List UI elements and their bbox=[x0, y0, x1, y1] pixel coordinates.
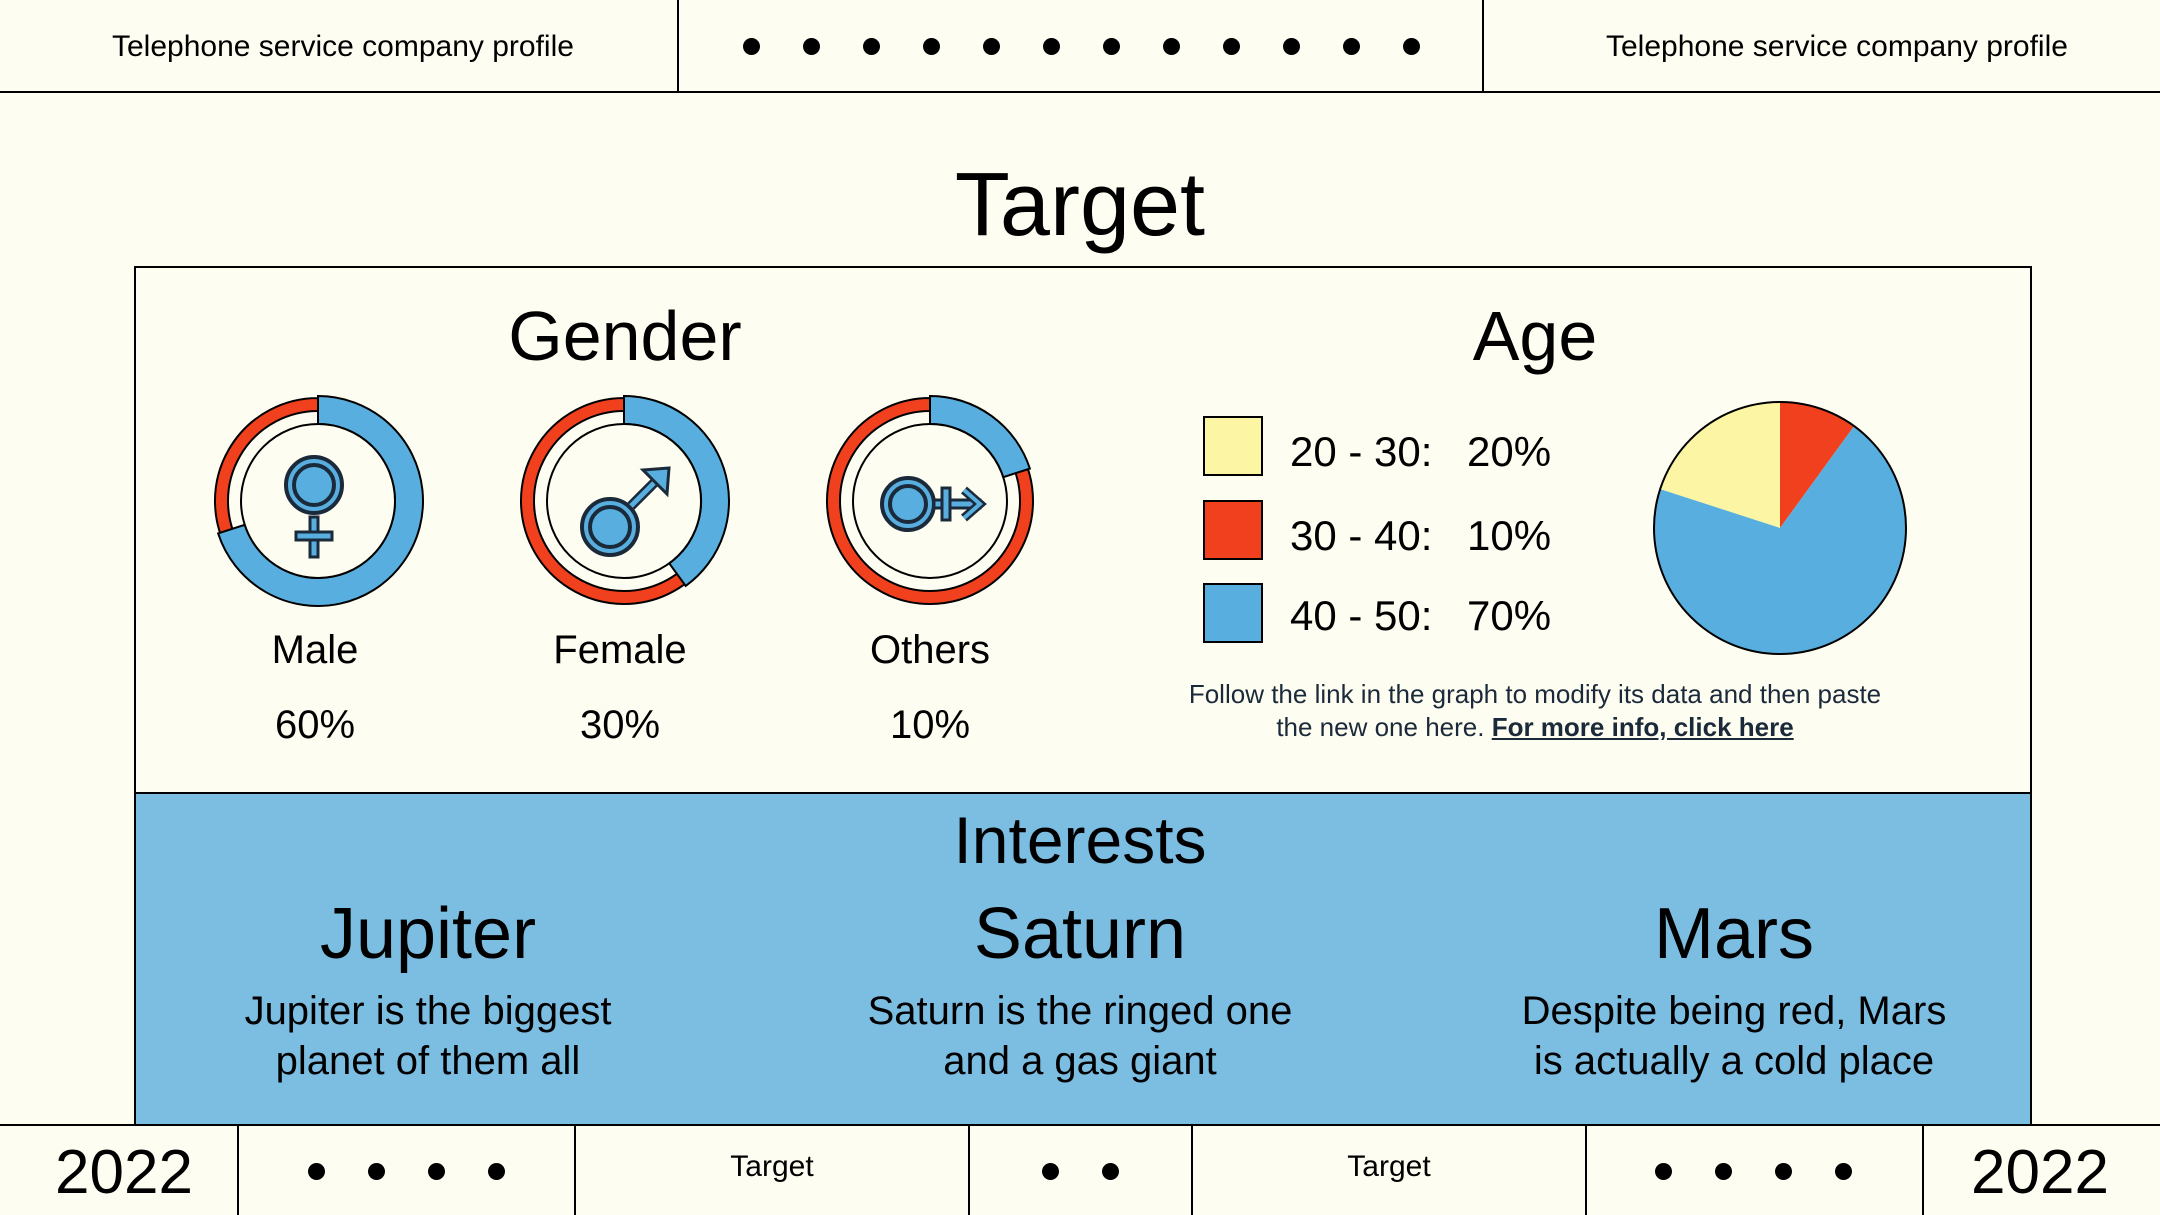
decor-dot bbox=[1163, 38, 1180, 55]
interest-desc-saturn-line2: and a gas giant bbox=[943, 1039, 1217, 1083]
decor-dot bbox=[743, 38, 760, 55]
footer-divider-5 bbox=[1585, 1124, 1587, 1215]
gender-label-others: Others bbox=[869, 628, 991, 672]
decor-dot bbox=[1043, 38, 1060, 55]
decor-dot bbox=[803, 38, 820, 55]
legend-swatch-20-30 bbox=[1203, 416, 1263, 476]
gender-percent-female: 30% bbox=[579, 703, 661, 747]
interest-desc-saturn-line1: Saturn is the ringed one bbox=[867, 989, 1293, 1033]
interests-title: Interests bbox=[953, 803, 1207, 877]
decor-dot bbox=[1283, 38, 1300, 55]
footer-top-border bbox=[0, 1124, 2160, 1126]
more-info-link[interactable]: For more info, click here bbox=[1491, 712, 1794, 742]
footer-year-left: 2022 bbox=[55, 1138, 193, 1207]
legend-range-20-30: 20 - 30: bbox=[1290, 428, 1433, 475]
decor-dot bbox=[1223, 38, 1240, 55]
interest-title-jupiter: Jupiter bbox=[319, 894, 537, 974]
header-title-right: Telephone service company profile bbox=[1606, 30, 2068, 63]
gender-title: Gender bbox=[508, 297, 742, 375]
interest-title-saturn: Saturn bbox=[973, 894, 1187, 974]
header-divider-left bbox=[677, 0, 679, 92]
pie-outline bbox=[1653, 401, 1907, 655]
header-title-left: Telephone service company profile bbox=[112, 30, 574, 63]
footer-label-right: Target bbox=[1347, 1150, 1431, 1183]
footer-divider-4 bbox=[1191, 1124, 1193, 1215]
pie-slice-40-50[interactable] bbox=[1654, 426, 1906, 654]
header-bottom-border bbox=[0, 91, 2160, 93]
legend-swatch-30-40 bbox=[1203, 500, 1263, 560]
legend-swatch-40-50 bbox=[1203, 583, 1263, 643]
gender-percent-others: 10% bbox=[889, 703, 971, 747]
decor-dot bbox=[488, 1163, 505, 1180]
decor-dot bbox=[1835, 1163, 1852, 1180]
footer-label-left: Target bbox=[730, 1150, 814, 1183]
male-symbol-icon bbox=[580, 466, 671, 557]
gender-label-male: Male bbox=[271, 628, 359, 672]
pie-slice-20-30[interactable] bbox=[1660, 402, 1780, 528]
decor-dot bbox=[1403, 38, 1420, 55]
decor-dot bbox=[983, 38, 1000, 55]
decor-dot bbox=[923, 38, 940, 55]
interests-panel bbox=[134, 792, 2032, 1126]
decor-dot bbox=[1343, 38, 1360, 55]
decor-dot bbox=[1103, 38, 1120, 55]
decor-dot bbox=[428, 1163, 445, 1180]
decor-dot bbox=[1655, 1163, 1672, 1180]
gender-percent-male: 60% bbox=[274, 703, 356, 747]
age-title: Age bbox=[1472, 297, 1598, 375]
footer-divider-3 bbox=[968, 1124, 970, 1215]
interest-desc-mars-line2: is actually a cold place bbox=[1533, 1039, 1935, 1083]
age-note-text: Follow the link in the graph to modify i… bbox=[1188, 679, 1882, 742]
decor-dot bbox=[1775, 1163, 1792, 1180]
legend-percent-30-40: 10% bbox=[1467, 512, 1552, 559]
interest-desc-jupiter-line2: planet of them all bbox=[275, 1039, 581, 1083]
decor-dot bbox=[863, 38, 880, 55]
gender-label-female: Female bbox=[553, 628, 687, 672]
interest-desc-mars-line1: Despite being red, Mars bbox=[1521, 989, 1947, 1033]
female-symbol-icon bbox=[284, 455, 344, 559]
age-pie-chart[interactable] bbox=[1645, 393, 1915, 663]
legend-range-30-40: 30 - 40: bbox=[1290, 512, 1433, 559]
pie-slice-30-40[interactable] bbox=[1780, 402, 1855, 528]
legend-range-40-50: 40 - 50: bbox=[1290, 592, 1433, 639]
footer-divider-2 bbox=[574, 1124, 576, 1215]
legend-percent-40-50: 70% bbox=[1467, 592, 1552, 639]
other-gender-symbol-icon bbox=[880, 476, 987, 532]
decor-dot bbox=[1042, 1163, 1059, 1180]
footer-divider-6 bbox=[1922, 1124, 1924, 1215]
legend-percent-20-30: 20% bbox=[1467, 428, 1552, 475]
decor-dot bbox=[1102, 1163, 1119, 1180]
header-divider-right bbox=[1482, 0, 1484, 92]
age-note: Follow the link in the graph to modify i… bbox=[1170, 678, 1900, 744]
decor-dot bbox=[1715, 1163, 1732, 1180]
decor-dot bbox=[308, 1163, 325, 1180]
decor-dot bbox=[368, 1163, 385, 1180]
footer-divider-1 bbox=[237, 1124, 239, 1215]
footer-year-right: 2022 bbox=[1971, 1138, 2109, 1207]
interest-title-mars: Mars bbox=[1654, 894, 1814, 974]
page-title: Target bbox=[954, 155, 1206, 255]
interest-desc-jupiter-line1: Jupiter is the biggest bbox=[244, 989, 612, 1033]
